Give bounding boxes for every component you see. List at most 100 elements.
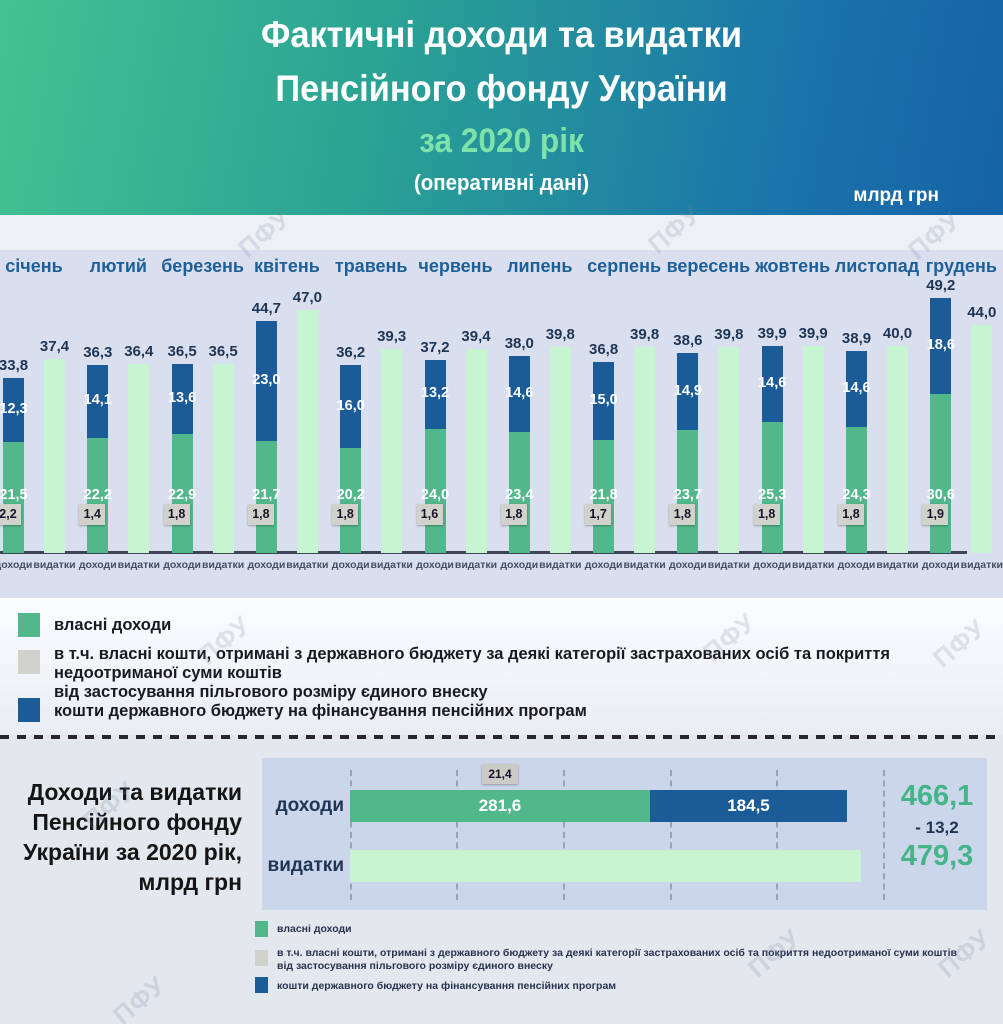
title-line-2: Пенсійного фонду України xyxy=(275,68,728,109)
own-budget-badge: 1,6 xyxy=(416,504,443,525)
legend-swatch-own-income xyxy=(18,613,40,637)
summary-title-line3: України за 2020 рік, xyxy=(23,839,242,865)
monthly-bar-chart: січень12,321,52,233,837,4доходивидаткилю… xyxy=(0,250,1003,598)
expense-bar xyxy=(296,309,318,553)
expense-total-value: 39,4 xyxy=(461,327,491,345)
summary-title-line4: млрд грн xyxy=(138,869,242,895)
expense-bar xyxy=(549,346,571,553)
legend-label-own-budget: в т.ч. власні кошти, отримані з державно… xyxy=(54,645,984,702)
own-budget-badge: 1,8 xyxy=(247,504,274,525)
expense-bar xyxy=(634,346,656,553)
income-total-value: 36,2 xyxy=(336,344,366,362)
expense-total-value: 39,8 xyxy=(714,325,744,343)
state-budget-segment xyxy=(508,356,530,432)
income-axis-label: доходи xyxy=(78,559,117,571)
summary-own-income-bar: 281,6 xyxy=(350,790,650,822)
state-budget-value: 18,6 xyxy=(926,337,955,354)
month-label: березень xyxy=(161,256,244,276)
own-income-segment xyxy=(3,441,24,553)
income-total-value: 36,8 xyxy=(588,341,619,359)
expense-axis-label: видатки xyxy=(117,559,160,571)
legend-swatch-state-budget xyxy=(18,698,40,722)
own-budget-badge: 1,8 xyxy=(669,504,696,525)
state-budget-value: 14,1 xyxy=(83,392,112,409)
month-label: грудень xyxy=(925,256,997,276)
summary-title-line1: Доходи та видатки xyxy=(27,779,242,805)
own-income-value: 24,0 xyxy=(420,487,450,503)
summary-income-total: 466,1 xyxy=(900,780,974,812)
expense-bar xyxy=(128,364,150,553)
own-income-value: 22,2 xyxy=(83,487,112,503)
expense-total-value: 44,0 xyxy=(967,304,997,322)
own-income-segment xyxy=(930,394,952,553)
small-legend-swatch-own-income xyxy=(255,921,268,937)
summary-expense-total: 479,3 xyxy=(900,840,974,872)
gridline-0 xyxy=(350,770,352,900)
expense-axis-label: видатки xyxy=(454,559,498,571)
state-budget-segment xyxy=(3,377,24,442)
expense-axis-label: видатки xyxy=(33,559,76,571)
month-label: серпень xyxy=(587,256,662,276)
state-budget-value: 12,3 xyxy=(0,400,28,417)
income-axis-label: доходи xyxy=(0,559,33,571)
summary-section: Доходи та видатки Пенсійного фонду Украї… xyxy=(0,741,1003,1024)
summary-title-line2: Пенсійного фонду xyxy=(32,809,242,835)
summary-difference: - 13,2 xyxy=(915,818,959,837)
state-budget-value: 14,6 xyxy=(758,375,787,392)
title-year: за 2020 рік xyxy=(419,122,584,160)
expense-bar xyxy=(212,363,234,553)
dashed-separator xyxy=(0,735,1003,739)
gridline-200 xyxy=(563,770,565,900)
own-budget-badge: 1,9 xyxy=(922,504,949,525)
own-budget-badge: 1,8 xyxy=(500,504,527,525)
summary-own-budget-badge: 21,4 xyxy=(482,764,518,784)
income-total-value: 36,3 xyxy=(83,343,113,361)
own-income-value: 21,7 xyxy=(252,487,281,503)
month-label: квітень xyxy=(253,256,320,276)
legend-own-budget-line1: в т.ч. власні кошти, отримані з державно… xyxy=(54,645,891,682)
expense-axis-label: видатки xyxy=(707,559,751,571)
summary-expense-label: видатки xyxy=(267,855,344,876)
own-budget-badge: 1,8 xyxy=(753,504,780,525)
own-budget-badge: 1,8 xyxy=(332,504,359,525)
expense-total-value: 40,0 xyxy=(882,324,913,342)
small-legend-label-state-budget: кошти державного бюджету на фінансування… xyxy=(277,980,617,992)
legend-label-state-budget: кошти державного бюджету на фінансування… xyxy=(54,702,587,720)
state-budget-value: 23,0 xyxy=(252,372,281,389)
income-total-value: 38,9 xyxy=(841,330,872,348)
state-budget-segment xyxy=(593,362,615,441)
state-budget-segment xyxy=(340,365,362,449)
expense-total-value: 37,4 xyxy=(39,338,70,356)
expense-axis-label: видатки xyxy=(792,559,835,571)
summary-state-budget-bar: 184,5 xyxy=(650,790,847,822)
state-budget-segment xyxy=(255,321,277,441)
expense-total-value: 39,9 xyxy=(798,325,828,343)
small-legend-own-budget-line1: в т.ч. власні кошти, отримані з державно… xyxy=(277,947,957,959)
income-total-value: 49,2 xyxy=(926,277,956,295)
income-axis-label: доходи xyxy=(247,559,286,571)
gridline-300 xyxy=(670,770,672,900)
state-budget-value: 13,2 xyxy=(420,385,450,402)
own-budget-badge: 1,8 xyxy=(838,504,864,525)
expense-total-value: 36,4 xyxy=(124,343,154,361)
state-budget-value: 14,6 xyxy=(842,380,871,397)
summary-chart-panel: 21,4 доходи 281,6 184,5 видатки 466,1 - … xyxy=(262,758,987,910)
income-axis-label: доходи xyxy=(416,559,454,571)
state-budget-segment xyxy=(761,346,783,422)
own-income-segment xyxy=(340,448,362,553)
month-label: жовтень xyxy=(755,256,831,276)
small-legend-swatch-state-budget xyxy=(255,977,268,993)
own-income-value: 30,6 xyxy=(926,487,955,503)
own-budget-badge: 1,4 xyxy=(79,504,106,525)
own-income-value: 23,7 xyxy=(673,487,702,503)
state-budget-value: 14,6 xyxy=(505,384,534,401)
summary-income-label: доходи xyxy=(275,795,344,816)
income-axis-label: доходи xyxy=(753,559,792,571)
income-axis-label: доходи xyxy=(837,559,876,571)
income-axis-label: доходи xyxy=(163,559,201,571)
expense-axis-label: видатки xyxy=(960,559,1003,571)
title-subtitle: (оперативні дані) xyxy=(413,170,590,195)
state-budget-segment xyxy=(87,364,109,438)
state-budget-segment xyxy=(846,351,867,428)
